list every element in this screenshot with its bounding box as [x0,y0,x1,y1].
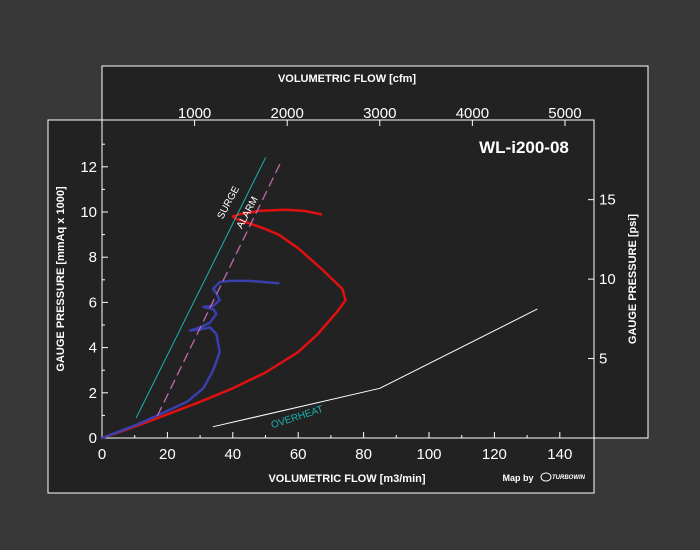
overheat-line [212,308,538,428]
y-axis-title: GAUGE PRESSURE [mmAq x 1000] [55,186,67,372]
alarm-line [156,159,283,417]
x-axis-title: VOLUMETRIC FLOW [m3/min] [268,473,425,485]
x-tick-label: 140 [547,446,572,463]
y-tick-label: 4 [89,340,97,357]
surge-line [135,157,266,419]
x2-tick-label: 1000 [178,105,211,122]
ticks: 0 20 40 60 80 100 120 140 0 2 4 6 8 10 12 1000 2000 3000 4… [80,105,615,463]
series-group [100,157,538,440]
y-tick-label: 2 [89,385,97,402]
y-tick-label: 12 [80,159,97,176]
y-tick-label: 8 [89,249,97,266]
x2-tick-label: 2000 [271,105,304,122]
red-operating-curve [100,208,347,440]
y-tick-label: 0 [89,430,97,447]
y2-tick-label: 10 [599,271,616,288]
y-tick-label: 6 [89,294,97,311]
y2-tick-label: 15 [599,192,616,209]
x2-axis-title: VOLUMETRIC FLOW [cfm] [278,73,416,85]
x-tick-label: 120 [482,446,507,463]
primary-axes-frame [47,119,595,494]
x-tick-label: 100 [416,446,441,463]
x-tick-label: 20 [159,446,176,463]
blue-operating-curve [100,279,280,440]
x2-tick-label: 4000 [456,105,489,122]
y-tick-label: 10 [80,204,97,221]
x-tick-label: 60 [290,446,307,463]
x-tick-label: 80 [355,446,372,463]
turbowin-logo: TURBOWIN [540,472,586,482]
x2-tick-label: 3000 [363,105,396,122]
logo-text: TURBOWIN [552,475,586,481]
x-tick-label: 0 [98,446,106,463]
map-by-label: Map by [502,473,533,483]
y2-axis-title: GAUGE PRESSURE [psi] [627,214,639,345]
y2-tick-label: 5 [599,351,607,368]
x-tick-label: 40 [224,446,241,463]
chart-title: WL-i200-08 [479,138,569,157]
x2-tick-label: 5000 [548,105,581,122]
